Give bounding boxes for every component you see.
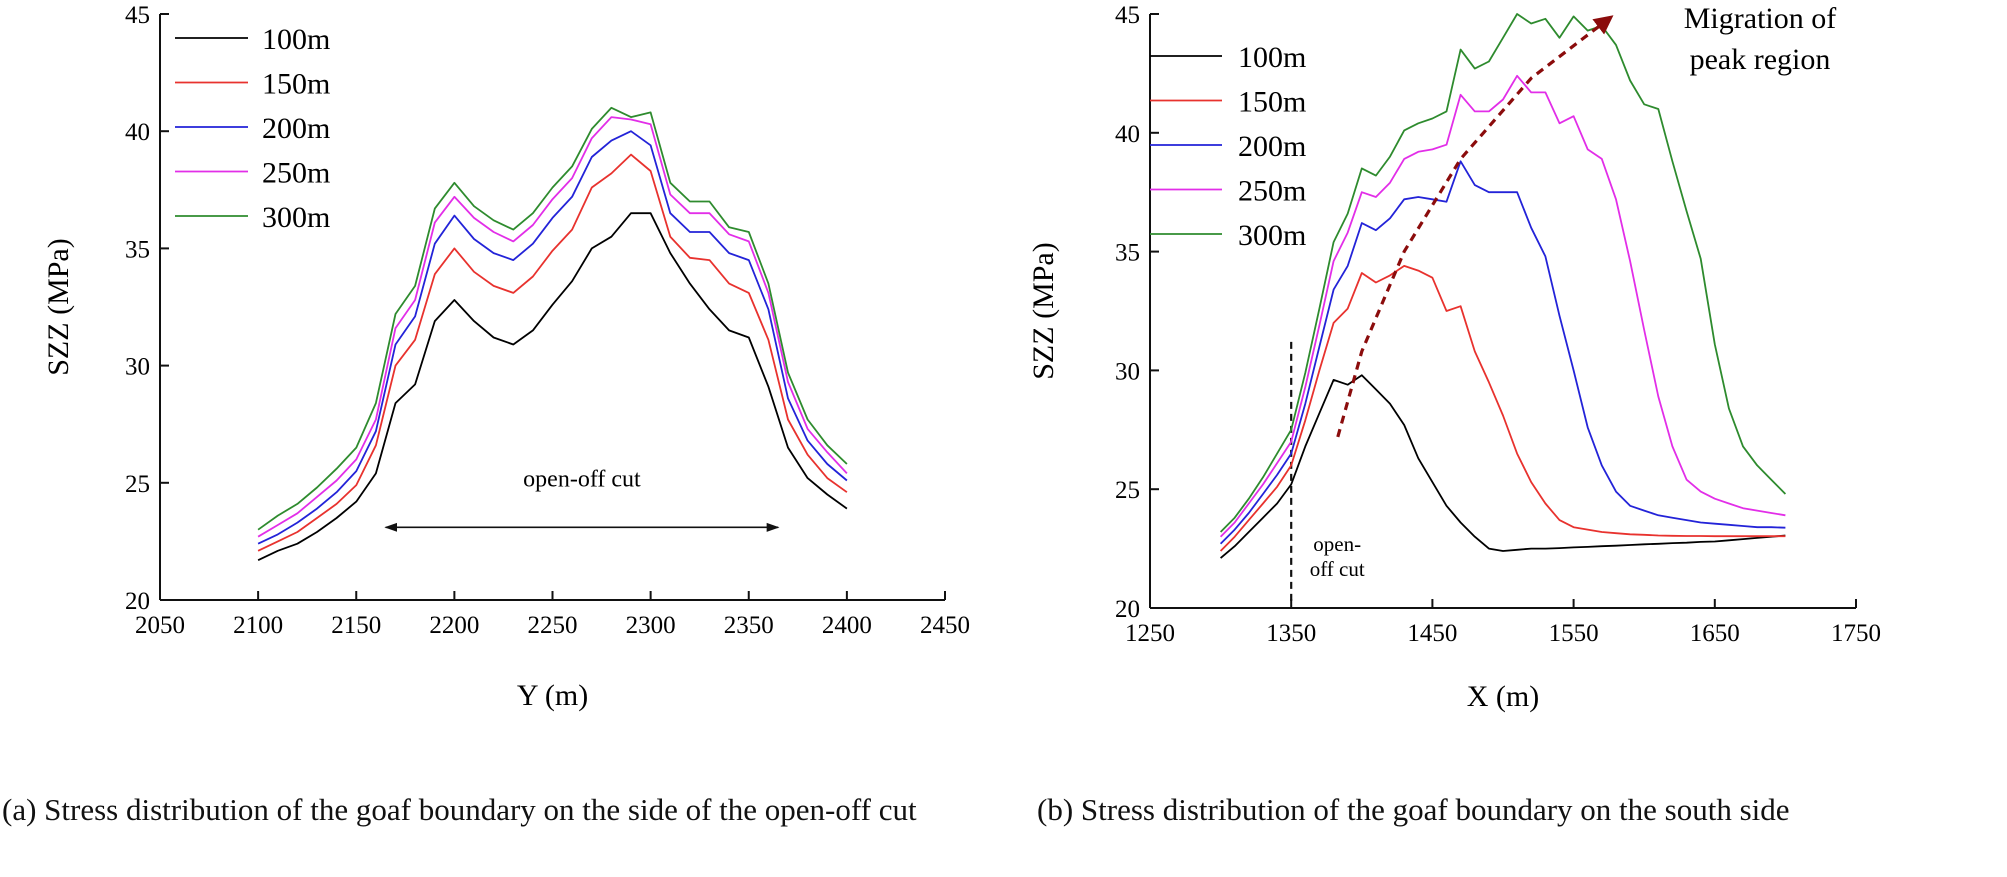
- caption-a: (a) Stress distribution of the goaf boun…: [2, 792, 917, 827]
- migration-label-line1: Migration of: [1684, 2, 1836, 35]
- x-axis-label: Y (m): [517, 679, 588, 712]
- y-tick-label: 25: [125, 471, 150, 498]
- x-tick-label: 1250: [1125, 620, 1175, 647]
- chart-panel-a: 20 25 30 35 40 45 2050 2100 2150 2200 2250 2300 2350…: [42, 2, 970, 712]
- x-tick-label: 2450: [920, 612, 970, 639]
- x-tick-label: 2200: [429, 612, 479, 639]
- x-tick-label: 2150: [331, 612, 381, 639]
- y-tick-label: 20: [1115, 596, 1140, 623]
- open-off-cut-label-line1: open-: [1313, 532, 1361, 556]
- y-tick-label: 20: [125, 588, 150, 615]
- legend-label-200m: 200m: [1238, 130, 1306, 163]
- x-tick-label: 2400: [822, 612, 872, 639]
- legend-label-300m: 300m: [1238, 219, 1306, 252]
- open-off-cut-label-line2: off cut: [1310, 557, 1365, 581]
- y-tick-label: 35: [125, 236, 150, 263]
- x-axis-label: X (m): [1467, 680, 1539, 713]
- x-tick-label: 1550: [1549, 620, 1599, 647]
- legend-label-100m: 100m: [1238, 41, 1306, 74]
- series-line-250m: [257, 116, 848, 538]
- y-tick-label: 40: [1115, 121, 1140, 148]
- y-tick-label: 30: [125, 354, 150, 381]
- caption-b: (b) Stress distribution of the goaf boun…: [1037, 792, 1790, 827]
- x-tick-label: 1450: [1407, 620, 1457, 647]
- y-tick-label: 25: [1115, 477, 1140, 504]
- x-tick-label: 2050: [135, 612, 185, 639]
- legend-label-300m: 300m: [262, 201, 330, 234]
- legend-label-100m: 100m: [262, 23, 330, 56]
- y-axis-label: SZZ (MPa): [42, 238, 75, 376]
- series-line-200m: [1219, 160, 1786, 545]
- migration-label-line2: peak region: [1690, 43, 1831, 76]
- x-tick-label: 2300: [626, 612, 676, 639]
- series-line-300m: [1219, 13, 1787, 533]
- open-off-cut-label: open-off cut: [523, 466, 641, 492]
- y-axis-label: SZZ (MPa): [1027, 242, 1060, 380]
- series-line-100m: [1220, 374, 1786, 559]
- y-tick-label: 40: [125, 119, 150, 146]
- legend-label-200m: 200m: [262, 112, 330, 145]
- legend-label-150m: 150m: [1238, 86, 1306, 119]
- legend-label-250m: 250m: [262, 157, 330, 190]
- x-tick-label: 1750: [1831, 620, 1881, 647]
- x-tick-label: 1650: [1690, 620, 1740, 647]
- series-line-150m: [257, 153, 848, 552]
- series-line-300m: [257, 106, 848, 531]
- x-tick-label: 2250: [528, 612, 578, 639]
- chart-panel-b: 20 25 30 35 40 45 1250 1350 1450 1550 1650 1750 X (m…: [1027, 2, 1881, 713]
- y-tick-label: 45: [1115, 2, 1140, 29]
- series-line-100m: [257, 212, 848, 562]
- migration-arrow: [1336, 15, 1614, 438]
- legend-label-150m: 150m: [262, 68, 330, 101]
- legend-label-250m: 250m: [1238, 175, 1306, 208]
- series-line-150m: [1219, 264, 1786, 552]
- x-tick-label: 1350: [1266, 620, 1316, 647]
- x-tick-label: 2350: [724, 612, 774, 639]
- y-tick-label: 45: [125, 2, 150, 29]
- y-tick-label: 35: [1115, 240, 1140, 267]
- series-line-250m: [1219, 74, 1786, 538]
- series-line-200m: [257, 130, 848, 545]
- y-tick-label: 30: [1115, 358, 1140, 385]
- x-tick-label: 2100: [233, 612, 283, 639]
